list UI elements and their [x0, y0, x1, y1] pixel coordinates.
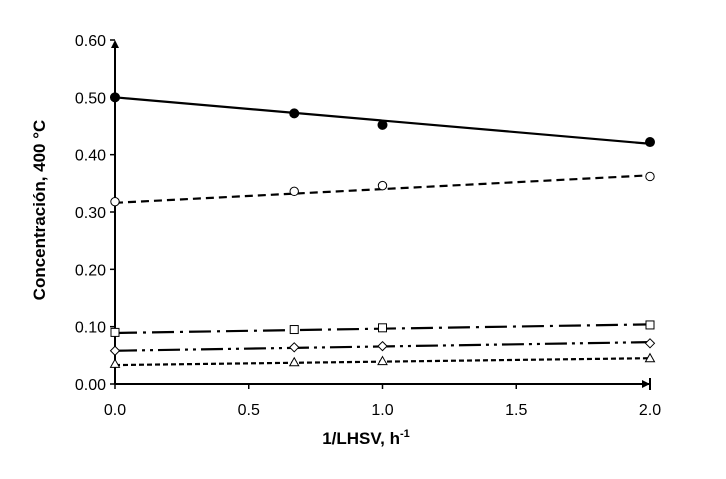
- axes: [110, 39, 651, 390]
- series-1: [110, 92, 655, 148]
- y-tick-label: 0.10: [75, 320, 106, 337]
- series-2: [110, 171, 655, 207]
- series-5: [109, 352, 656, 368]
- series-5-point: [288, 356, 300, 367]
- x-axis-title: 1/LHSV, h-1: [322, 428, 410, 448]
- series-2-point: [289, 186, 299, 197]
- y-tick-label: 0.20: [75, 262, 106, 279]
- series-4-point: [644, 338, 656, 349]
- series-5-point: [377, 355, 388, 366]
- series-1-point: [110, 92, 120, 103]
- x-axis-title-text: 1/LHSV, h: [322, 429, 400, 448]
- y-tick-label: 0.30: [75, 205, 106, 222]
- series-2-point: [377, 180, 388, 191]
- series-1-point: [645, 137, 655, 148]
- y-axis-arrow: [111, 40, 119, 48]
- x-tick-label: 0.0: [104, 402, 126, 419]
- series-1-point: [377, 119, 388, 130]
- series-3-point: [645, 320, 655, 330]
- x-tick-label: 1.5: [505, 402, 527, 419]
- x-tick-label: 1.0: [371, 402, 393, 419]
- series-2-point: [110, 196, 120, 207]
- series-3-point: [289, 325, 299, 335]
- x-axis-title-superscript: -1: [400, 428, 410, 440]
- series-3-point: [110, 327, 120, 337]
- y-tick-label: 0.40: [75, 148, 106, 165]
- x-tick-label: 0.5: [238, 402, 260, 419]
- series-3-point: [378, 323, 387, 333]
- x-tick-label: 2.0: [639, 402, 661, 419]
- series-5-point: [644, 352, 656, 363]
- series-3: [110, 320, 655, 337]
- labels-layer: 0.00 0.10 0.20 0.30 0.40 0.50 0.60 0.0 0.5 1.0 1.5…: [75, 33, 661, 419]
- series-4-point: [377, 340, 388, 352]
- series-4: [109, 338, 656, 356]
- series-layer: [109, 92, 656, 368]
- series-2-point: [645, 171, 655, 182]
- series-1-point: [289, 108, 300, 119]
- y-tick-label: 0.60: [75, 33, 106, 50]
- y-tick-label: 0.00: [75, 377, 106, 394]
- y-axis-title: Concentración, 400 °C: [30, 120, 49, 301]
- y-tick-label: 0.50: [75, 90, 106, 107]
- series-5-point: [109, 358, 121, 368]
- series-4-point: [289, 342, 300, 353]
- x-axis-arrow: [642, 380, 650, 388]
- series-4-point: [109, 345, 121, 356]
